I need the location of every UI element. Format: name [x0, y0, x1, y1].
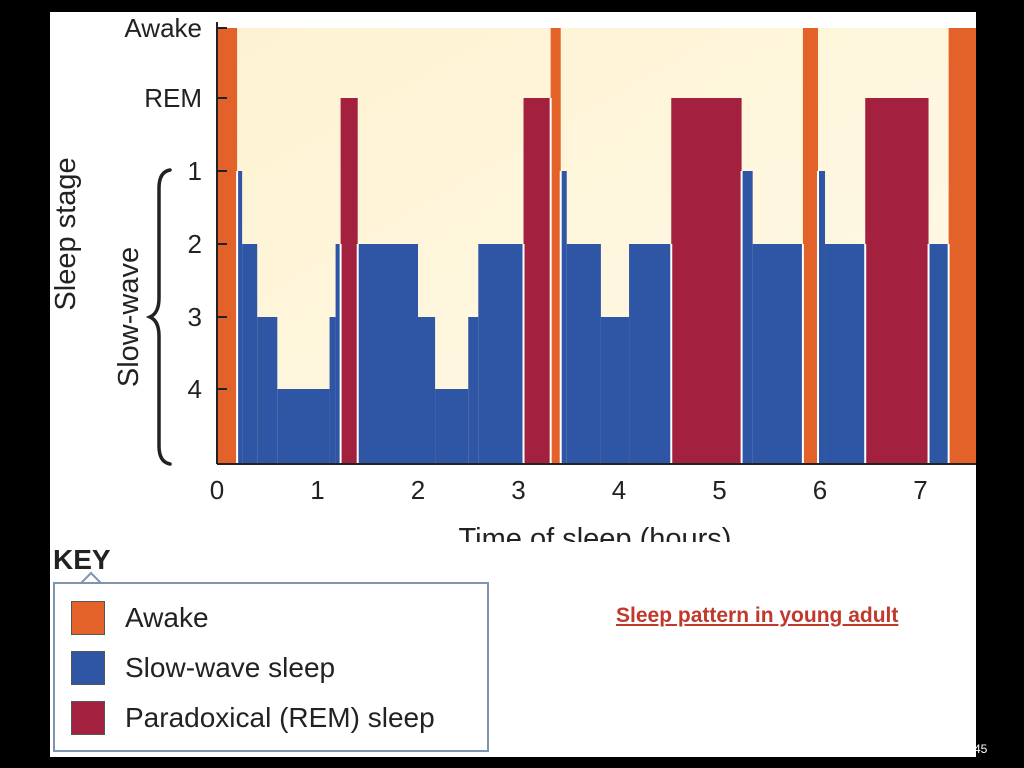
- rem-swatch: [71, 701, 105, 735]
- y-tick-label-2: 1: [188, 156, 202, 186]
- segment-rem-19: [671, 98, 742, 464]
- segment-slow_wave-11: [468, 317, 479, 464]
- y-tick-label-0: Awake: [124, 13, 202, 43]
- y-tick-label-4: 3: [188, 302, 202, 332]
- segment-slow_wave-15: [560, 171, 567, 464]
- segment-slow_wave-21: [752, 244, 803, 464]
- segment-awake-22: [802, 28, 818, 464]
- segment-slow_wave-24: [825, 244, 866, 464]
- segment-slow_wave-17: [600, 317, 630, 464]
- segment-slow_wave-8: [357, 244, 418, 464]
- slide-number: 45: [974, 742, 988, 756]
- x-tick-label-5: 5: [712, 475, 726, 505]
- key-item-awake: Awake: [71, 598, 209, 638]
- segment-slow_wave-18: [629, 244, 672, 464]
- key-item-slow-wave: Slow-wave sleep: [71, 648, 335, 688]
- key-label-awake: Awake: [125, 602, 209, 633]
- sleep-hypnogram-chart: Awake REM 1 2 3 4 0 1 2 3 4 5 6 7 Time of sleep (hours…: [50, 13, 976, 542]
- x-axis-title: Time of sleep (hours): [459, 523, 732, 542]
- segment-rem-7: [340, 98, 358, 464]
- y-axis-title: Sleep stage: [50, 157, 82, 310]
- x-tick-label-1: 1: [310, 475, 324, 505]
- y-tick-label-5: 4: [188, 374, 202, 404]
- x-tick-label-3: 3: [511, 475, 525, 505]
- segment-awake-27: [948, 28, 976, 464]
- x-tick-label-4: 4: [612, 475, 626, 505]
- slow-wave-bracket-label: Slow-wave: [113, 247, 145, 387]
- segment-slow_wave-4: [277, 389, 330, 464]
- segment-slow_wave-10: [435, 389, 469, 464]
- segment-slow_wave-23: [817, 171, 826, 464]
- segment-awake-0: [217, 28, 238, 464]
- slow-wave-swatch: [71, 651, 105, 685]
- awake-swatch: [71, 601, 105, 635]
- segment-slow_wave-20: [741, 171, 753, 464]
- segment-slow_wave-12: [478, 244, 524, 464]
- x-tick-label-0: 0: [210, 475, 224, 505]
- segment-slow_wave-6: [335, 244, 341, 464]
- slide: Awake REM 1 2 3 4 0 1 2 3 4 5 6 7 Time of sleep (hours…: [50, 12, 976, 757]
- x-tick-label-6: 6: [813, 475, 827, 505]
- x-tick-label-2: 2: [411, 475, 425, 505]
- key-label-rem: Paradoxical (REM) sleep: [125, 702, 435, 733]
- x-tick-label-7: 7: [913, 475, 927, 505]
- segment-slow_wave-1: [237, 171, 243, 464]
- segment-rem-13: [523, 98, 551, 464]
- segment-slow_wave-26: [928, 244, 949, 464]
- segment-awake-14: [550, 28, 561, 464]
- key-item-rem: Paradoxical (REM) sleep: [71, 698, 435, 738]
- segment-slow_wave-9: [418, 317, 436, 464]
- y-tick-label-1: REM: [144, 83, 202, 113]
- y-tick-label-3: 2: [188, 229, 202, 259]
- segment-slow_wave-2: [242, 244, 258, 464]
- segment-slow_wave-5: [329, 317, 336, 464]
- slow-wave-brace: [145, 168, 172, 466]
- segment-rem-25: [865, 98, 929, 464]
- segment-slow_wave-16: [566, 244, 601, 464]
- segment-slow_wave-3: [257, 317, 278, 464]
- caption-link[interactable]: Sleep pattern in young adult: [616, 604, 899, 627]
- key-legend: Awake Slow-wave sleep Paradoxical (REM) …: [53, 582, 489, 752]
- key-label-slow-wave: Slow-wave sleep: [125, 652, 336, 683]
- key-title: KEY: [53, 544, 111, 575]
